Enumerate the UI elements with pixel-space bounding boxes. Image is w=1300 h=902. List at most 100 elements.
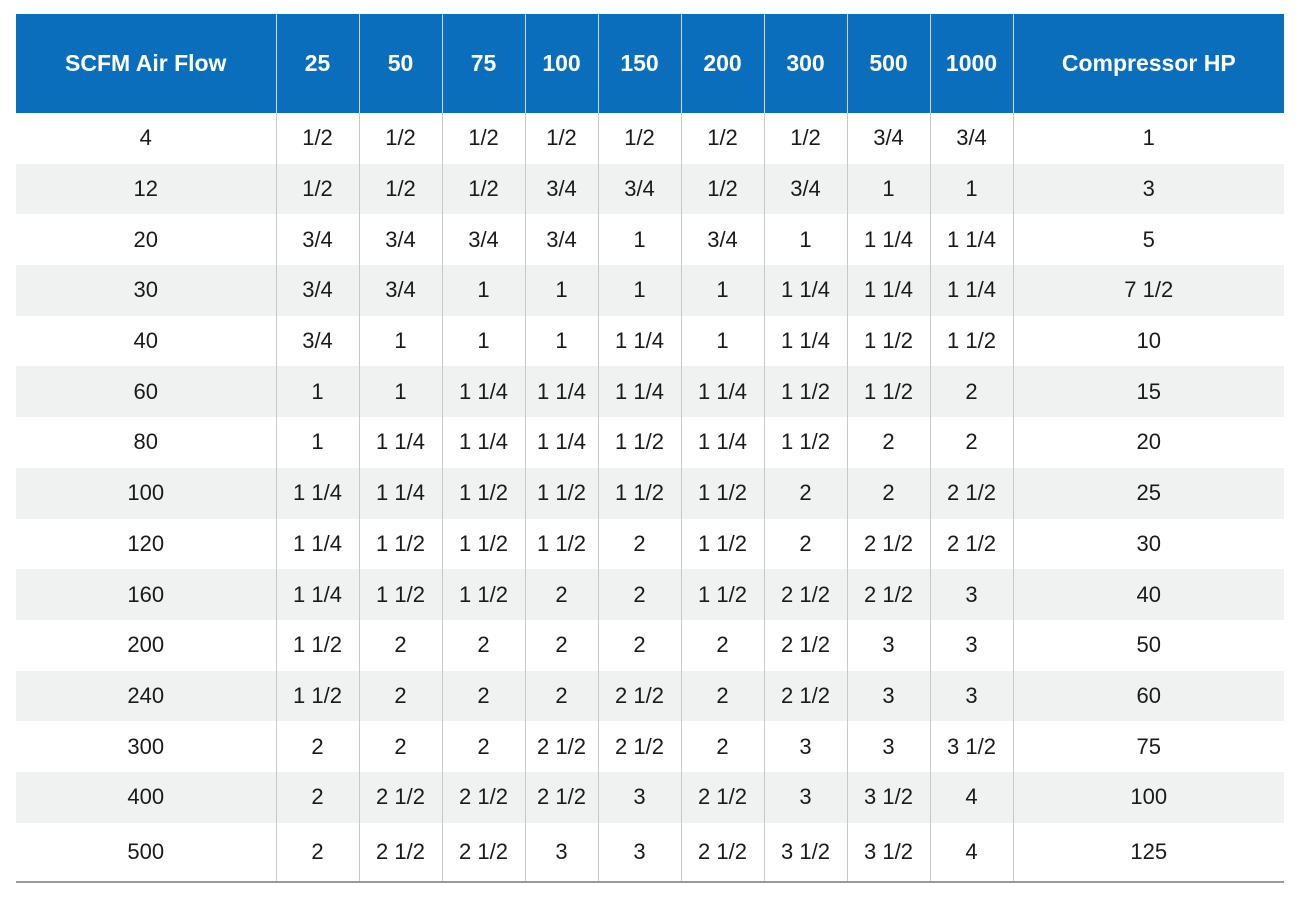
- pipe-size-cell: 1 1/4: [929, 265, 1014, 316]
- row-air-flow-cell: 400: [16, 771, 277, 823]
- row-air-flow-cell: 160: [16, 569, 277, 620]
- pipe-size-cell: 2 1/2: [358, 771, 443, 823]
- pipe-size-cell: 3/4: [763, 163, 848, 215]
- row-compressor-hp-cell: 10: [1012, 315, 1284, 367]
- row-compressor-hp-cell: 20: [1012, 417, 1284, 468]
- pipe-size-cell: 1 1/2: [846, 366, 931, 418]
- pipe-size-cell: 3/4: [275, 265, 360, 316]
- pipe-size-cell: 1 1/2: [275, 619, 360, 671]
- pipe-size-cell: 1/2: [275, 113, 360, 164]
- pipe-size-cell: 1 1/2: [846, 315, 931, 367]
- header-cell: 150: [597, 14, 682, 113]
- row-compressor-hp-cell: 3: [1012, 163, 1284, 215]
- pipe-size-cell: 1 1/4: [929, 214, 1014, 266]
- pipe-size-cell: 3/4: [846, 113, 931, 164]
- pipe-size-cell: 1 1/4: [275, 467, 360, 519]
- pipe-size-cell: 1/2: [597, 113, 682, 164]
- pipe-size-cell: 2: [441, 670, 526, 722]
- pipe-size-cell: 2 1/2: [597, 721, 682, 772]
- pipe-size-cell: 3 1/2: [929, 721, 1014, 772]
- pipe-size-cell: 1 1/4: [597, 315, 682, 367]
- pipe-size-cell: 2 1/2: [763, 569, 848, 620]
- pipe-size-cell: 3/4: [524, 214, 599, 266]
- pipe-size-cell: 2 1/2: [929, 518, 1014, 570]
- table-row: 20 3/4 3/4 3/4 3/4 1 3/4 1 1 1/4 1 1/4 5: [16, 214, 1284, 266]
- pipe-size-cell: 2 1/2: [763, 670, 848, 722]
- pipe-size-cell: 2 1/2: [524, 771, 599, 823]
- row-compressor-hp-cell: 15: [1012, 366, 1284, 418]
- pipe-size-cell: 1: [597, 265, 682, 316]
- pipe-size-cell: 1: [680, 265, 765, 316]
- header-compressor-hp: Compressor HP: [1012, 14, 1284, 113]
- pipe-size-cell: 1 1/4: [524, 417, 599, 468]
- pipe-size-cell: 1: [929, 163, 1014, 215]
- pipe-size-cell: 1 1/4: [680, 417, 765, 468]
- header-cell: 50: [358, 14, 443, 113]
- pipe-size-cell: 3/4: [680, 214, 765, 266]
- pipe-size-cell: 2 1/2: [680, 822, 765, 883]
- row-compressor-hp-cell: 5: [1012, 214, 1284, 266]
- row-air-flow-cell: 40: [16, 315, 277, 367]
- pipe-size-cell: 1: [441, 265, 526, 316]
- row-air-flow-cell: 120: [16, 518, 277, 570]
- table-row: 100 1 1/4 1 1/4 1 1/2 1 1/2 1 1/2 1 1/2 2 2 2 1/2…: [16, 467, 1284, 519]
- pipe-size-cell: 1 1/4: [275, 518, 360, 570]
- pipe-size-cell: 3/4: [929, 113, 1014, 164]
- pipe-size-cell: 1 1/2: [441, 518, 526, 570]
- pipe-size-cell: 1: [275, 417, 360, 468]
- row-compressor-hp-cell: 50: [1012, 619, 1284, 671]
- pipe-size-cell: 2: [763, 518, 848, 570]
- row-air-flow-cell: 4: [16, 113, 277, 164]
- row-compressor-hp-cell: 125: [1012, 822, 1284, 883]
- pipe-size-cell: 3: [846, 619, 931, 671]
- row-air-flow-cell: 80: [16, 417, 277, 468]
- row-air-flow-cell: 240: [16, 670, 277, 722]
- pipe-size-cell: 2 1/2: [597, 670, 682, 722]
- pipe-size-cell: 1 1/2: [763, 366, 848, 418]
- row-compressor-hp-cell: 40: [1012, 569, 1284, 620]
- pipe-size-cell: 3 1/2: [846, 822, 931, 883]
- pipe-size-cell: 3/4: [358, 214, 443, 266]
- table-row: 240 1 1/2 2 2 2 2 1/2 2 2 1/2 3 3 60: [16, 670, 1284, 722]
- pipe-size-cell: 1: [846, 163, 931, 215]
- pipe-size-cell: 3: [846, 670, 931, 722]
- pipe-size-cell: 3: [763, 721, 848, 772]
- header-row: SCFM Air Flow 25 50 75 100 150 200 300 500 1000 Co…: [16, 14, 1284, 113]
- table-row: 500 2 2 1/2 2 1/2 3 3 2 1/2 3 1/2 3 1/2 4 125: [16, 822, 1284, 883]
- pipe-size-cell: 1 1/4: [358, 417, 443, 468]
- pipe-size-cell: 1 1/2: [358, 518, 443, 570]
- pipe-size-cell: 3: [597, 771, 682, 823]
- pipe-size-cell: 1 1/2: [763, 417, 848, 468]
- pipe-size-cell: 3/4: [358, 265, 443, 316]
- pipe-size-cell: 3/4: [275, 315, 360, 367]
- header-cell: 25: [275, 14, 360, 113]
- pipe-size-cell: 2 1/2: [358, 822, 443, 883]
- pipe-size-cell: 3/4: [524, 163, 599, 215]
- pipe-size-cell: 1 1/2: [680, 569, 765, 620]
- header-cell: 500: [846, 14, 931, 113]
- pipe-size-cell: 1/2: [441, 113, 526, 164]
- pipe-size-cell: 1: [358, 315, 443, 367]
- pipe-size-cell: 3/4: [275, 214, 360, 266]
- table-row: 400 2 2 1/2 2 1/2 2 1/2 3 2 1/2 3 3 1/2 4 100: [16, 771, 1284, 823]
- table-row: 200 1 1/2 2 2 2 2 2 2 1/2 3 3 50: [16, 619, 1284, 671]
- pipe-size-cell: 1 1/4: [524, 366, 599, 418]
- pipe-size-cell: 2: [441, 619, 526, 671]
- header-cell: 1000: [929, 14, 1014, 113]
- pipe-size-cell: 3 1/2: [763, 822, 848, 883]
- table-row: 80 1 1 1/4 1 1/4 1 1/4 1 1/2 1 1/4 1 1/2 2 2 20: [16, 417, 1284, 468]
- pipe-size-cell: 2: [358, 721, 443, 772]
- pipe-size-cell: 1 1/4: [441, 417, 526, 468]
- pipe-size-cell: 2: [524, 569, 599, 620]
- pipe-size-cell: 2: [524, 670, 599, 722]
- pipe-size-cell: 2: [275, 822, 360, 883]
- pipe-size-cell: 2: [275, 771, 360, 823]
- pipe-size-cell: 2 1/2: [680, 771, 765, 823]
- row-air-flow-cell: 300: [16, 721, 277, 772]
- pipe-size-cell: 2: [441, 721, 526, 772]
- row-compressor-hp-cell: 75: [1012, 721, 1284, 772]
- pipe-size-cell: 3: [929, 670, 1014, 722]
- pipe-size-cell: 1/2: [680, 163, 765, 215]
- table-row: 120 1 1/4 1 1/2 1 1/2 1 1/2 2 1 1/2 2 2 1/2 2 1/2…: [16, 518, 1284, 570]
- pipe-size-cell: 2 1/2: [763, 619, 848, 671]
